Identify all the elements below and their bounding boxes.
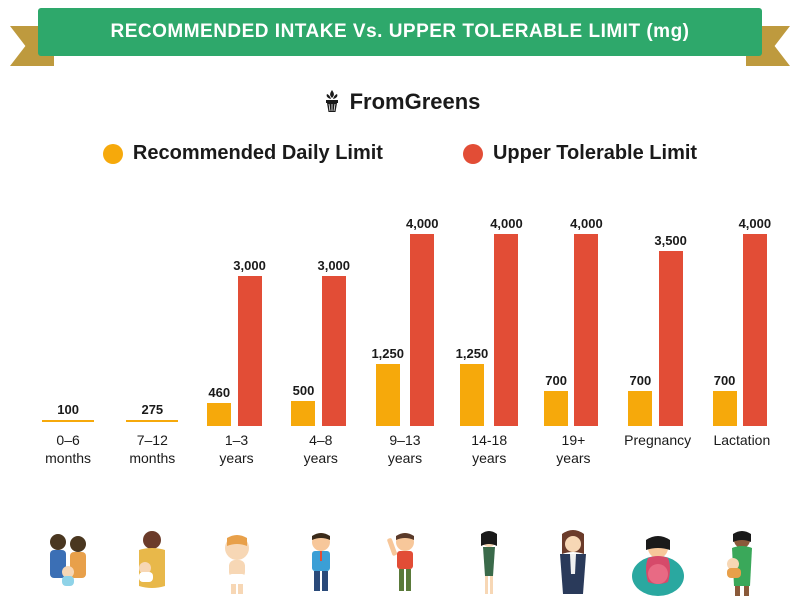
bar-pair: 1,250 4,000 (365, 216, 445, 426)
recommended-value: 460 (208, 385, 230, 400)
bar-pair: 1,250 4,000 (449, 216, 529, 426)
legend-upper: Upper Tolerable Limit (463, 142, 697, 165)
upper-bar (238, 276, 262, 426)
category-label: 4–8 years (304, 432, 338, 468)
recommended-bar-wrap: 700 (713, 216, 737, 426)
recommended-bar-wrap: 500 (291, 216, 315, 426)
upper-value: 4,000 (490, 216, 523, 231)
brand-name: FromGreens (350, 89, 481, 115)
recommended-bar-wrap: 1,250 (371, 216, 404, 426)
brand-logo: FromGreens (0, 88, 800, 116)
recommended-bar (628, 391, 652, 426)
recommended-value: 500 (293, 383, 315, 398)
upper-bar-wrap: 4,000 (739, 216, 772, 426)
upper-bar (494, 234, 518, 426)
recommended-bar (207, 403, 231, 426)
recommended-value: 1,250 (456, 346, 489, 361)
upper-bar-wrap: 3,000 (233, 216, 266, 426)
lactating-icon (702, 520, 782, 598)
chart-group: 1,250 4,000 14-18 years (449, 216, 529, 468)
legend-recommended-label: Recommended Daily Limit (133, 142, 383, 165)
chart-group: 275 7–12 months (112, 216, 192, 468)
chart-group: 700 4,000 Lactation (702, 216, 782, 468)
recommended-underline (126, 420, 178, 422)
upper-value: 3,500 (654, 233, 687, 248)
chart-group: 700 4,000 19+ years (533, 216, 613, 468)
chart-group: 460 3,000 1–3 years (196, 216, 276, 468)
adult-woman-icon (533, 520, 613, 598)
couple-baby-icon (28, 520, 108, 598)
recommended-value: 700 (630, 373, 652, 388)
recommended-value: 700 (545, 373, 567, 388)
category-label: 7–12 months (129, 432, 175, 468)
legend: Recommended Daily Limit Upper Tolerable … (0, 142, 800, 165)
category-label: 14-18 years (471, 432, 507, 468)
chart-group: 500 3,000 4–8 years (281, 216, 361, 468)
upper-value: 3,000 (317, 258, 350, 273)
upper-bar-wrap: 4,000 (490, 216, 523, 426)
upper-value: 4,000 (739, 216, 772, 231)
pregnant-icon (618, 520, 698, 598)
category-icons-row (28, 520, 782, 598)
upper-bar-wrap: 3,000 (317, 216, 350, 426)
recommended-underline (42, 420, 94, 422)
upper-bar (659, 251, 683, 426)
recommended-value: 1,250 (371, 346, 404, 361)
recommended-value: 275 (141, 402, 163, 417)
legend-upper-label: Upper Tolerable Limit (493, 142, 697, 165)
title-banner: RECOMMENDED INTAKE Vs. UPPER TOLERABLE L… (0, 8, 800, 66)
recommended-bar (713, 391, 737, 426)
bar-pair: 500 3,000 (281, 216, 361, 426)
recommended-bar (460, 364, 484, 427)
page-title: RECOMMENDED INTAKE Vs. UPPER TOLERABLE L… (110, 21, 689, 43)
bar-pair: 700 4,000 (702, 216, 782, 426)
toddler-icon (196, 520, 276, 598)
teen-girl-icon (449, 520, 529, 598)
bar-pair: 700 3,500 (618, 216, 698, 426)
bar-pair: 460 3,000 (196, 216, 276, 426)
banner-bg: RECOMMENDED INTAKE Vs. UPPER TOLERABLE L… (38, 8, 762, 56)
category-label: 19+ years (556, 432, 590, 468)
recommended-value: 700 (714, 373, 736, 388)
upper-bar-wrap: 3,500 (654, 216, 687, 426)
recommended-bar (544, 391, 568, 426)
recommended-value: 100 (57, 402, 79, 417)
bar-pair: 700 4,000 (533, 216, 613, 426)
boy-icon (281, 520, 361, 598)
chart-group: 100 0–6 months (28, 216, 108, 468)
legend-recommended-swatch (103, 144, 123, 164)
category-label: 9–13 years (388, 432, 422, 468)
recommended-bar (291, 401, 315, 426)
upper-value: 4,000 (406, 216, 439, 231)
upper-bar (322, 276, 346, 426)
legend-upper-swatch (463, 144, 483, 164)
chart-group: 700 3,500 Pregnancy (618, 216, 698, 468)
category-label: Lactation (713, 432, 770, 468)
upper-bar-wrap: 4,000 (406, 216, 439, 426)
bar-pair: 275 (112, 216, 192, 426)
recommended-bar-wrap: 700 (544, 216, 568, 426)
recommended-bar-wrap: 460 (207, 216, 231, 426)
bar-pair: 100 (28, 216, 108, 426)
recommended-bar-wrap: 100 (42, 216, 94, 426)
category-label: 1–3 years (219, 432, 253, 468)
category-label: Pregnancy (624, 432, 691, 468)
mother-infant-icon (112, 520, 192, 598)
recommended-bar-wrap: 700 (628, 216, 652, 426)
recommended-bar-wrap: 275 (126, 216, 178, 426)
recommended-bar-wrap: 1,250 (456, 216, 489, 426)
upper-bar-wrap: 4,000 (570, 216, 603, 426)
category-label: 0–6 months (45, 432, 91, 468)
upper-bar (410, 234, 434, 426)
legend-recommended: Recommended Daily Limit (103, 142, 383, 165)
upper-value: 4,000 (570, 216, 603, 231)
chart-group: 1,250 4,000 9–13 years (365, 216, 445, 468)
recommended-bar (376, 364, 400, 427)
plant-pot-icon (320, 88, 344, 116)
upper-bar (574, 234, 598, 426)
upper-value: 3,000 (233, 258, 266, 273)
child-wave-icon (365, 520, 445, 598)
upper-bar (743, 234, 767, 426)
bar-chart: 100 0–6 months 275 7–12 months 460 3,000 1–3 y… (28, 218, 782, 468)
